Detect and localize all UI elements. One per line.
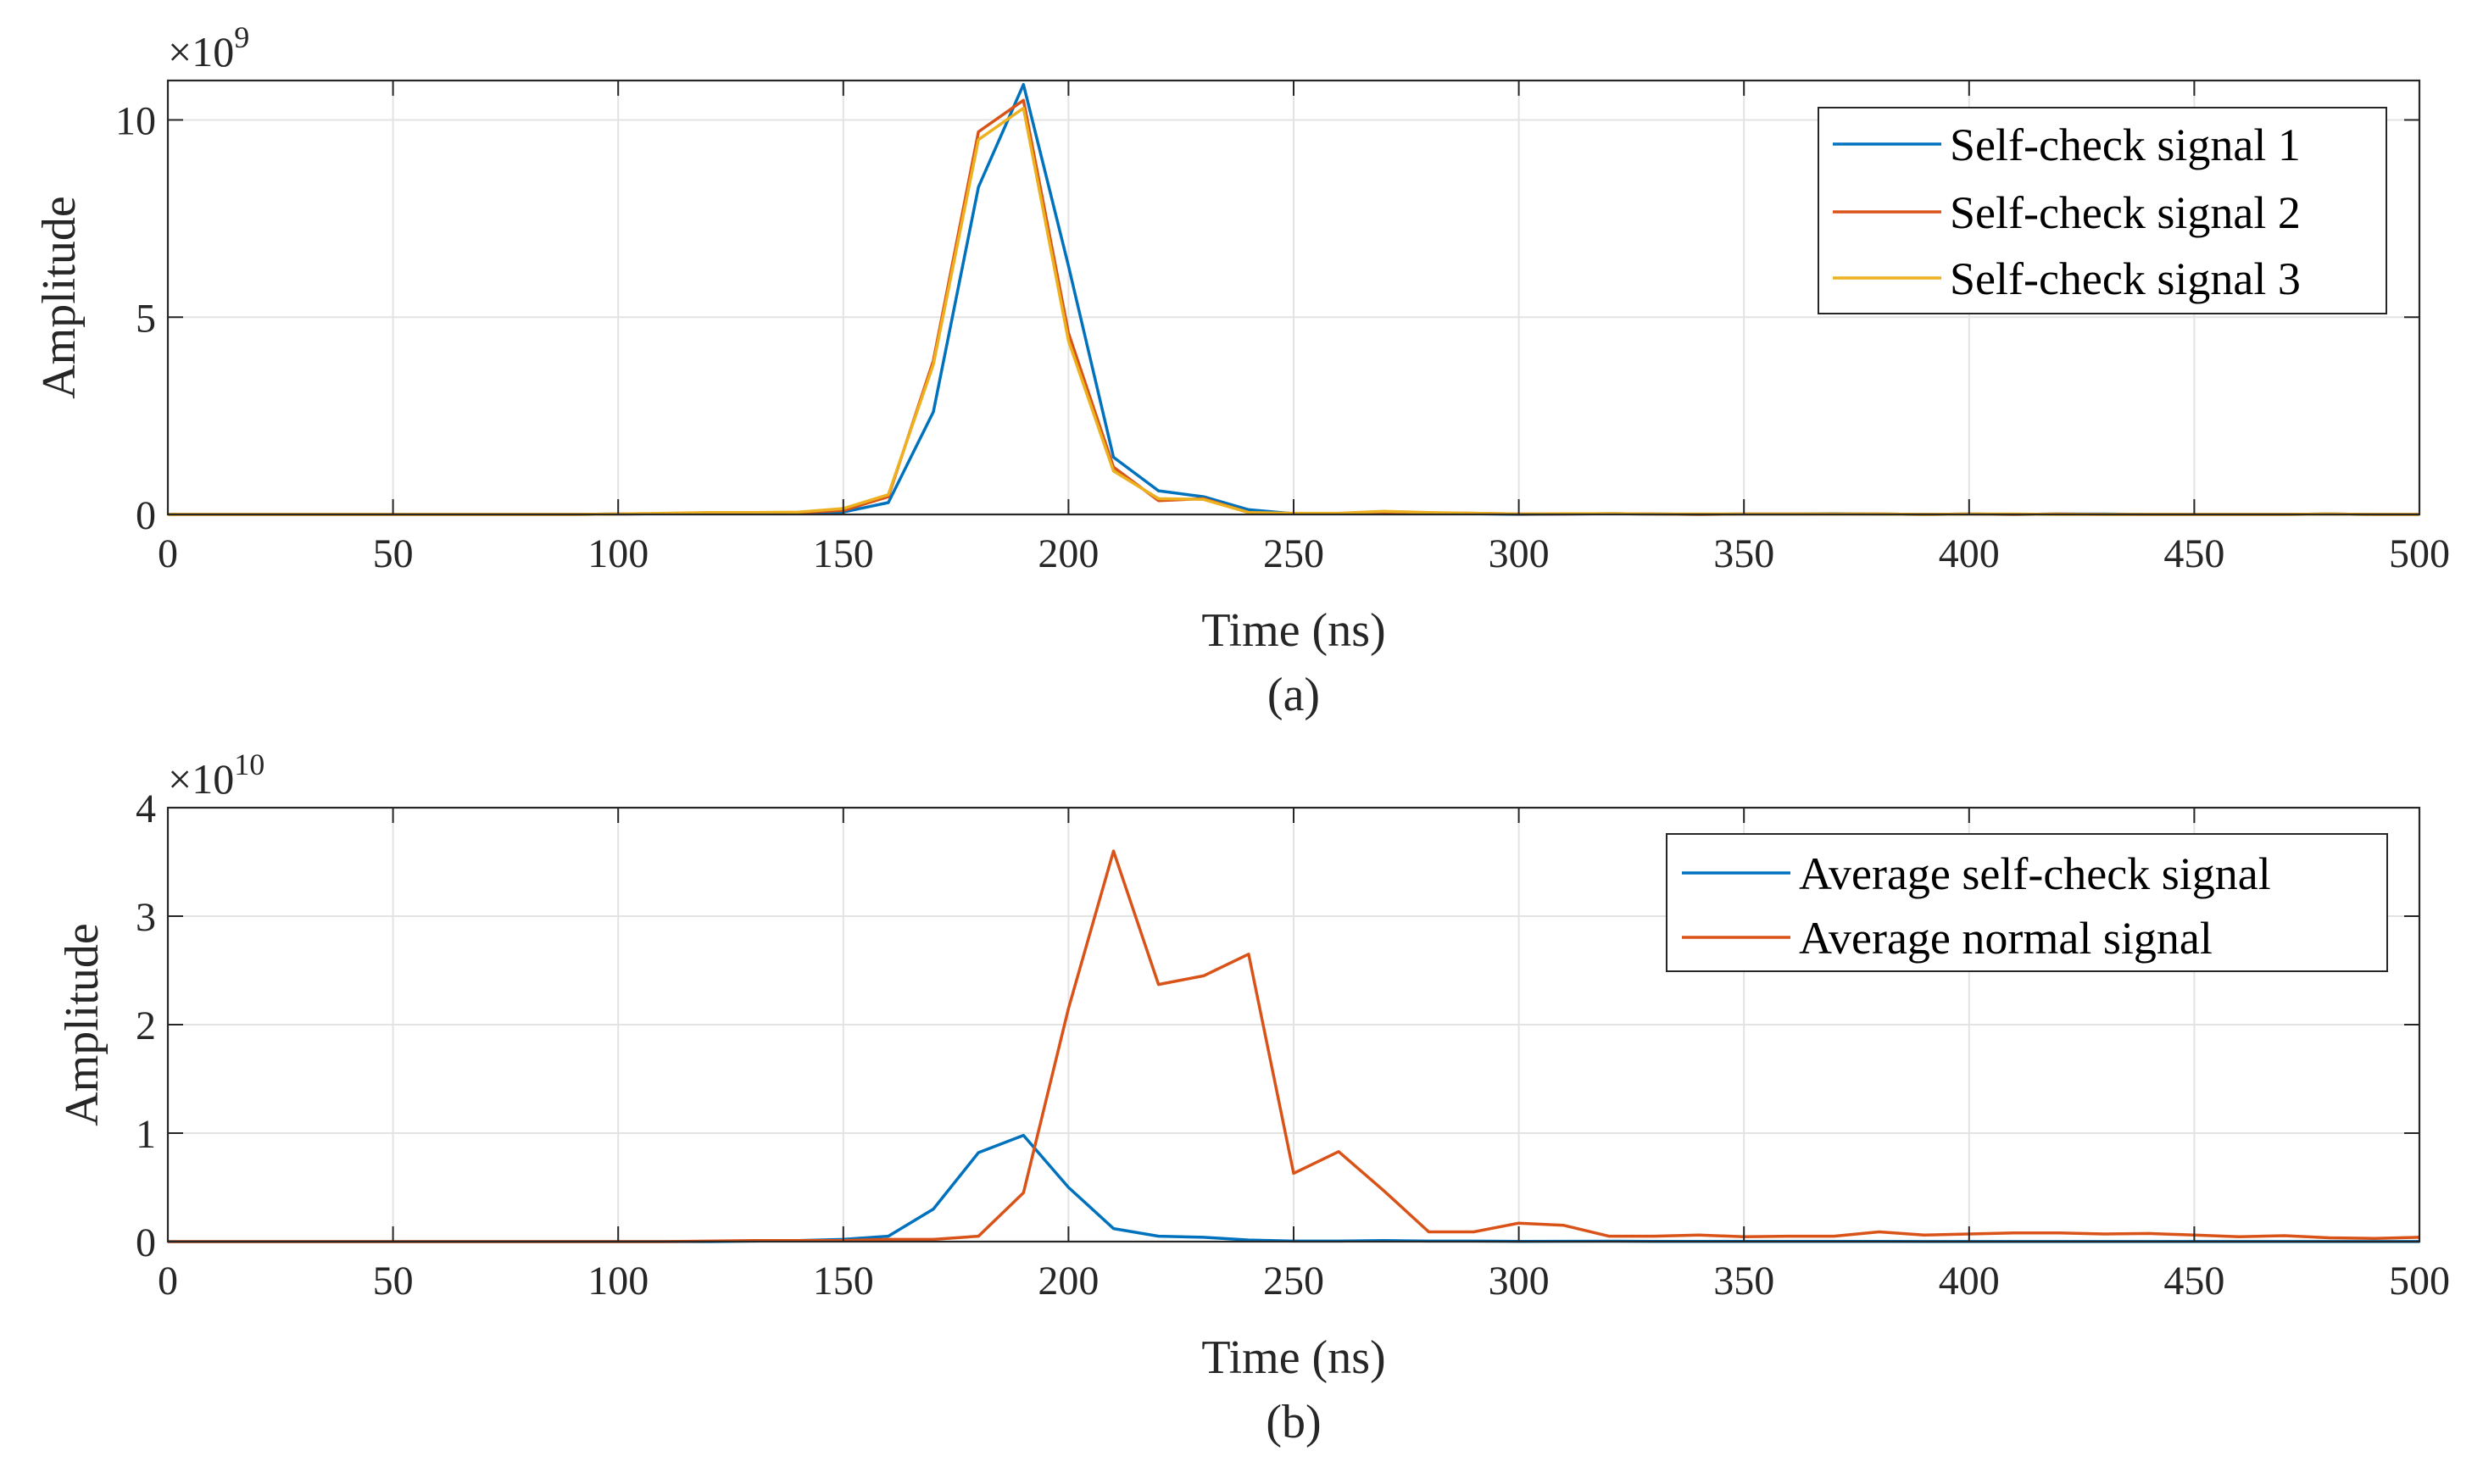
- y-exponent-a: ×109: [168, 20, 249, 75]
- legend-box-b: [1666, 833, 2388, 972]
- x-tick-label-b: 400: [1939, 1259, 2000, 1303]
- legend-label-self-check-1: Self-check signal 1: [1950, 119, 2301, 170]
- x-tick-label-b: 450: [2163, 1259, 2224, 1303]
- x-tick-label-b: 250: [1263, 1259, 1324, 1303]
- x-tick-label-a: 300: [1489, 531, 1550, 576]
- y-tick-label-a: 0: [136, 493, 156, 538]
- x-tick-label-a: 350: [1713, 531, 1774, 576]
- y-tick-label-a: 5: [136, 296, 156, 341]
- x-tick-label-b: 50: [373, 1259, 414, 1303]
- y-tick-label-b: 0: [136, 1220, 156, 1265]
- x-tick-label-b: 350: [1713, 1259, 1774, 1303]
- x-tick-label-b: 0: [158, 1259, 178, 1303]
- y-tick-label-a: 10: [115, 99, 156, 144]
- x-tick-label-b: 100: [587, 1259, 649, 1303]
- legend-label-self-check-2: Self-check signal 2: [1950, 187, 2301, 238]
- tick-labels-b: 0 50 100 150 200 250 300 350 400 450 500 0 1 2 3 4: [136, 786, 2450, 1303]
- legend-b: Average self-check signal Average normal…: [1666, 833, 2388, 972]
- x-tick-label-a: 400: [1939, 531, 2000, 576]
- panel-caption-b: (b): [1266, 1396, 1321, 1448]
- legend-label-average-normal: Average normal signal: [1799, 913, 2213, 964]
- x-tick-label-a: 500: [2389, 531, 2450, 576]
- y-tick-label-b: 3: [136, 895, 156, 940]
- x-tick-label-a: 0: [158, 531, 178, 576]
- y-axis-label-b: Amplitude: [56, 923, 109, 1126]
- y-axis-label-a: Amplitude: [33, 196, 86, 399]
- tick-labels-a: 0 50 100 150 200 250 300 350 400 450 500 0 5 10: [115, 99, 2450, 576]
- x-axis-label-a: Time (ns): [1201, 604, 1385, 657]
- panel-caption-a: (a): [1267, 669, 1320, 721]
- legend-label-self-check-3: Self-check signal 3: [1950, 253, 2301, 304]
- x-tick-label-b: 300: [1489, 1259, 1550, 1303]
- legend-a: Self-check signal 1 Self-check signal 2 …: [1818, 107, 2387, 314]
- x-axis-label-b: Time (ns): [1201, 1331, 1385, 1384]
- x-tick-label-a: 250: [1263, 531, 1324, 576]
- chart-panel-b: 0 50 100 150 200 250 300 350 400 450 500 0 1 2 3 4 ×101…: [56, 748, 2450, 1448]
- x-tick-label-b: 150: [813, 1259, 874, 1303]
- ticks-a: [167, 81, 2420, 515]
- x-tick-label-a: 200: [1038, 531, 1099, 576]
- y-exponent-b: ×1010: [168, 748, 264, 803]
- legend-label-average-self-check: Average self-check signal: [1799, 848, 2271, 899]
- y-tick-label-b: 4: [136, 786, 156, 831]
- ticks-b: [167, 807, 2420, 1242]
- x-tick-label-a: 100: [587, 531, 649, 576]
- x-tick-label-b: 500: [2389, 1259, 2450, 1303]
- x-tick-label-a: 450: [2163, 531, 2224, 576]
- x-tick-label-a: 150: [813, 531, 874, 576]
- x-tick-label-b: 200: [1038, 1259, 1099, 1303]
- y-tick-label-b: 1: [136, 1112, 156, 1157]
- x-tick-label-a: 50: [373, 531, 414, 576]
- y-tick-label-b: 2: [136, 1003, 156, 1048]
